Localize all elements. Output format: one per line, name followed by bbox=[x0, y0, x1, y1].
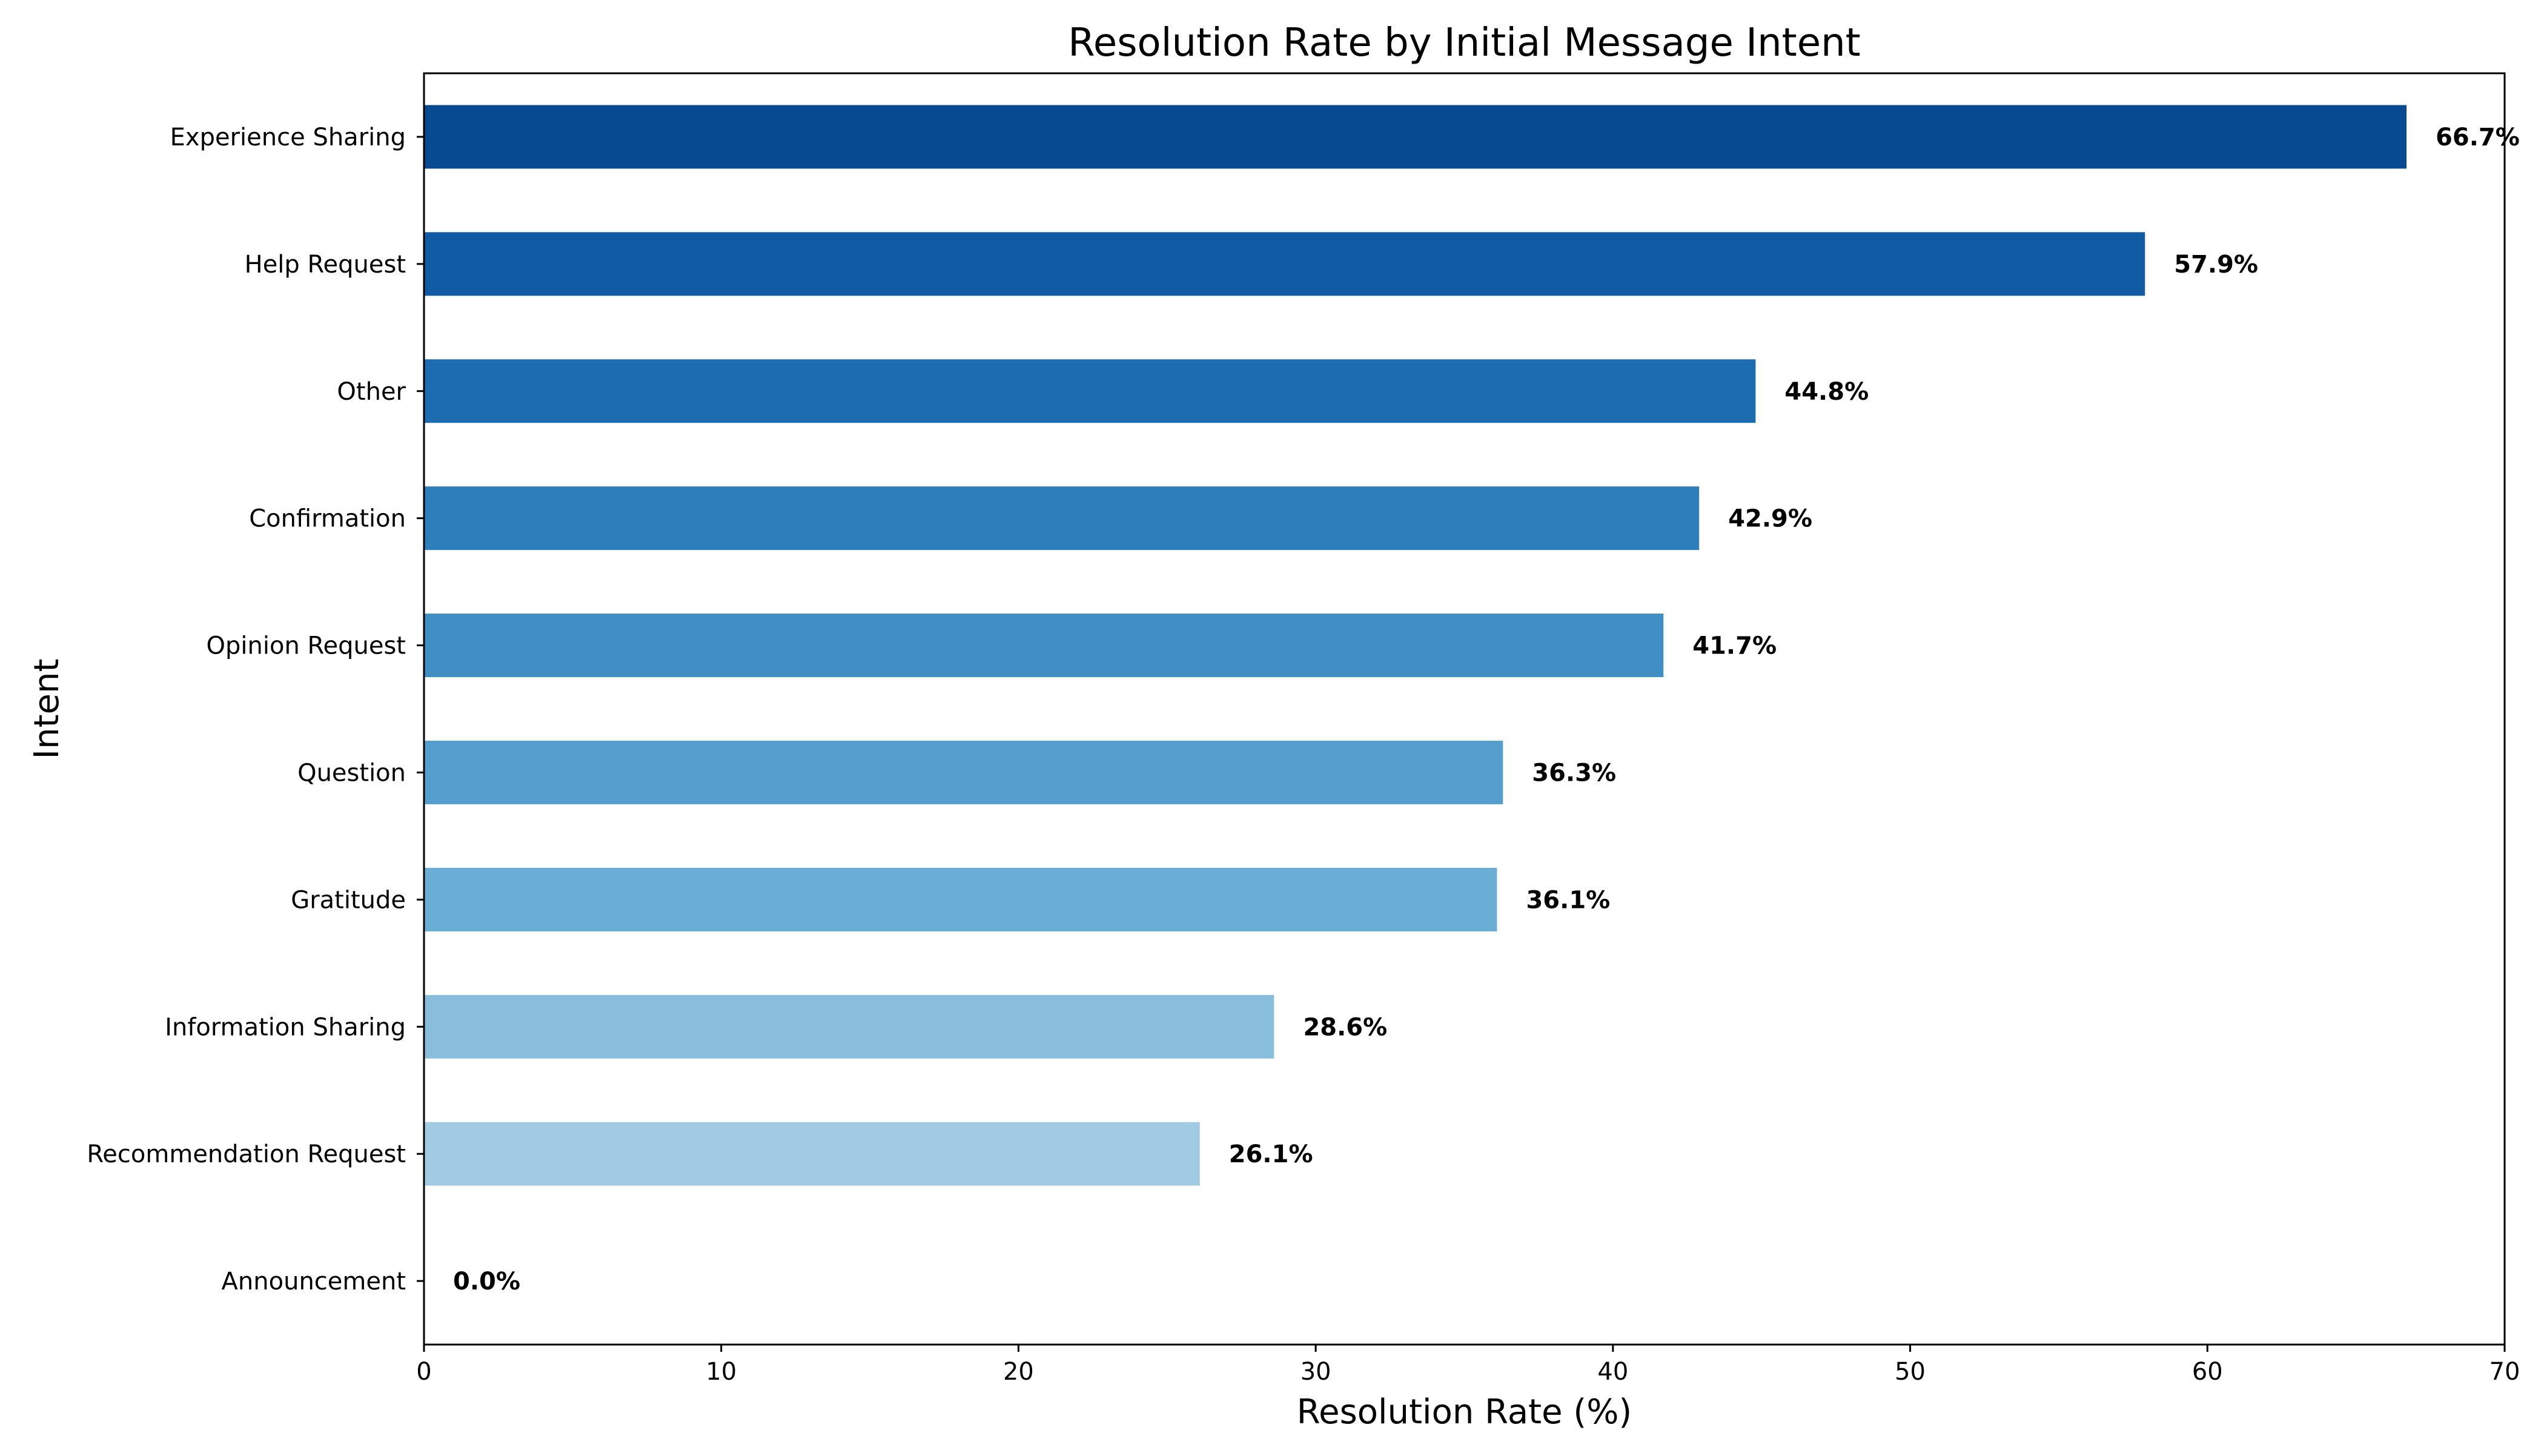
bar-value-label: 36.3% bbox=[1532, 759, 1616, 787]
x-tick-label: 0 bbox=[416, 1358, 431, 1386]
bar-value-label: 41.7% bbox=[1692, 632, 1777, 660]
y-tick-label: Experience Sharing bbox=[170, 124, 406, 151]
bar-value-label: 57.9% bbox=[2174, 251, 2258, 279]
y-tick-label: Other bbox=[337, 378, 406, 406]
y-tick-label: Gratitude bbox=[291, 886, 406, 914]
x-tick-label: 40 bbox=[1597, 1358, 1628, 1386]
plot-frame bbox=[423, 72, 2506, 1346]
y-tick-label: Confirmation bbox=[249, 505, 406, 533]
bars-layer bbox=[424, 105, 2407, 1186]
y-tick-label: Help Request bbox=[245, 251, 406, 279]
x-tick-label: 20 bbox=[1003, 1358, 1034, 1386]
x-ticks-layer: 0 10 20 30 40 50 60 70 bbox=[416, 1345, 2520, 1386]
bar bbox=[424, 1122, 1200, 1186]
bar bbox=[424, 486, 1700, 551]
bar bbox=[424, 614, 1664, 678]
x-axis-label: Resolution Rate (%) bbox=[1297, 1392, 1632, 1432]
bar-value-label: 26.1% bbox=[1229, 1140, 1313, 1168]
x-tick-label: 30 bbox=[1300, 1358, 1331, 1386]
y-tick-label: Opinion Request bbox=[207, 632, 406, 660]
bar-value-label: 0.0% bbox=[453, 1268, 520, 1296]
bar bbox=[424, 232, 2145, 296]
bar bbox=[424, 105, 2407, 169]
y-tick-label: Information Sharing bbox=[165, 1013, 406, 1041]
bar bbox=[424, 867, 1497, 932]
y-tick-label: Announcement bbox=[222, 1268, 406, 1296]
chart-title: Resolution Rate by Initial Message Inten… bbox=[1068, 21, 1861, 65]
x-tick-label: 50 bbox=[1895, 1358, 1926, 1386]
data-labels-layer: 66.7% 57.9% 44.8% 42.9% 41.7% 36.3% 36.1% 28.6%… bbox=[453, 124, 2520, 1296]
y-axis-label: Intent bbox=[27, 659, 67, 759]
bar-value-label: 66.7% bbox=[2436, 124, 2520, 151]
bar-value-label: 36.1% bbox=[1526, 886, 1610, 914]
x-tick-label: 60 bbox=[2192, 1358, 2223, 1386]
y-tick-label: Recommendation Request bbox=[87, 1140, 406, 1168]
y-ticks-layer: Experience Sharing Help Request Other Confi… bbox=[87, 124, 424, 1296]
bar-value-label: 44.8% bbox=[1784, 378, 1869, 406]
bar bbox=[424, 740, 1503, 804]
x-tick-label: 70 bbox=[2489, 1358, 2520, 1386]
y-tick-label: Question bbox=[297, 759, 406, 787]
x-tick-label: 10 bbox=[706, 1358, 737, 1386]
bar-value-label: 42.9% bbox=[1728, 505, 1812, 533]
bar-value-label: 28.6% bbox=[1303, 1013, 1387, 1041]
bar bbox=[424, 994, 1274, 1059]
bar bbox=[424, 359, 1756, 423]
